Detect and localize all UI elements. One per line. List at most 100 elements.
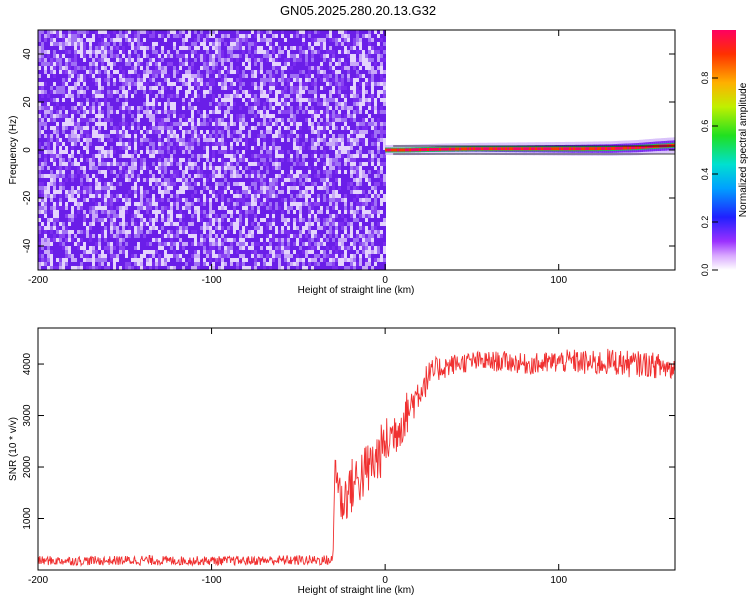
heatmap-cell — [164, 34, 167, 38]
heatmap-cell — [236, 174, 239, 178]
heatmap-cell — [248, 38, 251, 42]
heatmap-cell — [71, 42, 74, 46]
heatmap-cell — [236, 222, 239, 226]
heatmap-cell — [260, 90, 263, 94]
heatmap-cell — [236, 214, 239, 218]
heatmap-cell — [53, 222, 56, 226]
heatmap-cell — [62, 66, 65, 70]
heatmap-cell — [200, 66, 203, 70]
heatmap-cell — [131, 154, 134, 158]
heatmap-cell — [203, 178, 206, 182]
heatmap-cell — [134, 254, 137, 258]
heatmap-cell — [182, 46, 185, 50]
heatmap-cell — [74, 246, 77, 250]
heatmap-cell — [188, 162, 191, 166]
heatmap-cell — [167, 246, 170, 250]
heatmap-cell — [248, 226, 251, 230]
heatmap-cell — [269, 226, 272, 230]
heatmap-cell — [80, 214, 83, 218]
heatmap-cell — [143, 102, 146, 106]
heatmap-cell — [251, 114, 254, 118]
heatmap-cell — [98, 74, 101, 78]
heatmap-cell — [155, 86, 158, 90]
heatmap-cell — [65, 122, 68, 126]
heatmap-cell — [131, 174, 134, 178]
heatmap-cell — [107, 234, 110, 238]
heatmap-cell — [155, 258, 158, 262]
heatmap-cell — [224, 102, 227, 106]
heatmap-cell — [68, 142, 71, 146]
heatmap-cell — [221, 262, 224, 266]
heatmap-cell — [95, 94, 98, 98]
heatmap-cell — [83, 182, 86, 186]
heatmap-cell — [260, 246, 263, 250]
heatmap-cell — [98, 70, 101, 74]
heatmap-cell — [197, 42, 200, 46]
heatmap-cell — [128, 186, 131, 190]
heatmap-cell — [86, 142, 89, 146]
heatmap-cell — [68, 222, 71, 226]
heatmap-cell — [170, 254, 173, 258]
heatmap-cell — [191, 206, 194, 210]
heatmap-cell — [158, 262, 161, 266]
heatmap-cell — [284, 162, 287, 166]
heatmap-cell — [44, 174, 47, 178]
heatmap-cell — [284, 250, 287, 254]
heatmap-cell — [158, 50, 161, 54]
heatmap-cell — [80, 226, 83, 230]
heatmap-cell — [89, 50, 92, 54]
heatmap-cell — [125, 106, 128, 110]
heatmap-cell — [188, 214, 191, 218]
heatmap-cell — [131, 162, 134, 166]
heatmap-cell — [212, 50, 215, 54]
heatmap-cell — [59, 86, 62, 90]
heatmap-cell — [137, 238, 140, 242]
heatmap-cell — [182, 138, 185, 142]
heatmap-cell — [260, 138, 263, 142]
heatmap-cell — [44, 30, 47, 34]
heatmap-cell — [209, 262, 212, 266]
heatmap-cell — [53, 154, 56, 158]
heatmap-cell — [128, 214, 131, 218]
heatmap-cell — [161, 210, 164, 214]
heatmap-cell — [212, 98, 215, 102]
heatmap-cell — [173, 218, 176, 222]
heatmap-cell — [272, 78, 275, 82]
heatmap-cell — [260, 58, 263, 62]
heatmap-cell — [107, 266, 110, 270]
heatmap-cell — [125, 210, 128, 214]
heatmap-cell — [86, 30, 89, 34]
heatmap-cell — [104, 150, 107, 154]
heatmap-cell — [83, 90, 86, 94]
heatmap-cell — [50, 142, 53, 146]
heatmap-cell — [272, 70, 275, 74]
heatmap-cell — [284, 266, 287, 270]
heatmap-cell — [248, 190, 251, 194]
heatmap-cell — [176, 134, 179, 138]
heatmap-cell — [38, 138, 41, 142]
heatmap-cell — [170, 130, 173, 134]
heatmap-cell — [263, 110, 266, 114]
heatmap-cell — [206, 66, 209, 70]
heatmap-cell — [197, 154, 200, 158]
heatmap-cell — [119, 114, 122, 118]
heatmap-cell — [215, 30, 218, 34]
heatmap-cell — [278, 254, 281, 258]
heatmap-cell — [86, 242, 89, 246]
heatmap-cell — [158, 142, 161, 146]
heatmap-cell — [101, 122, 104, 126]
heatmap-cell — [263, 122, 266, 126]
heatmap-cell — [59, 126, 62, 130]
heatmap-cell — [107, 138, 110, 142]
heatmap-cell — [179, 146, 182, 150]
heatmap-cell — [77, 90, 80, 94]
heatmap-cell — [230, 82, 233, 86]
heatmap-cell — [230, 90, 233, 94]
heatmap-cell — [179, 210, 182, 214]
heatmap-cell — [95, 146, 98, 150]
heatmap-cell — [89, 106, 92, 110]
heatmap-cell — [131, 38, 134, 42]
heatmap-cell — [128, 78, 131, 82]
heatmap-cell — [170, 62, 173, 66]
heatmap-cell — [185, 174, 188, 178]
